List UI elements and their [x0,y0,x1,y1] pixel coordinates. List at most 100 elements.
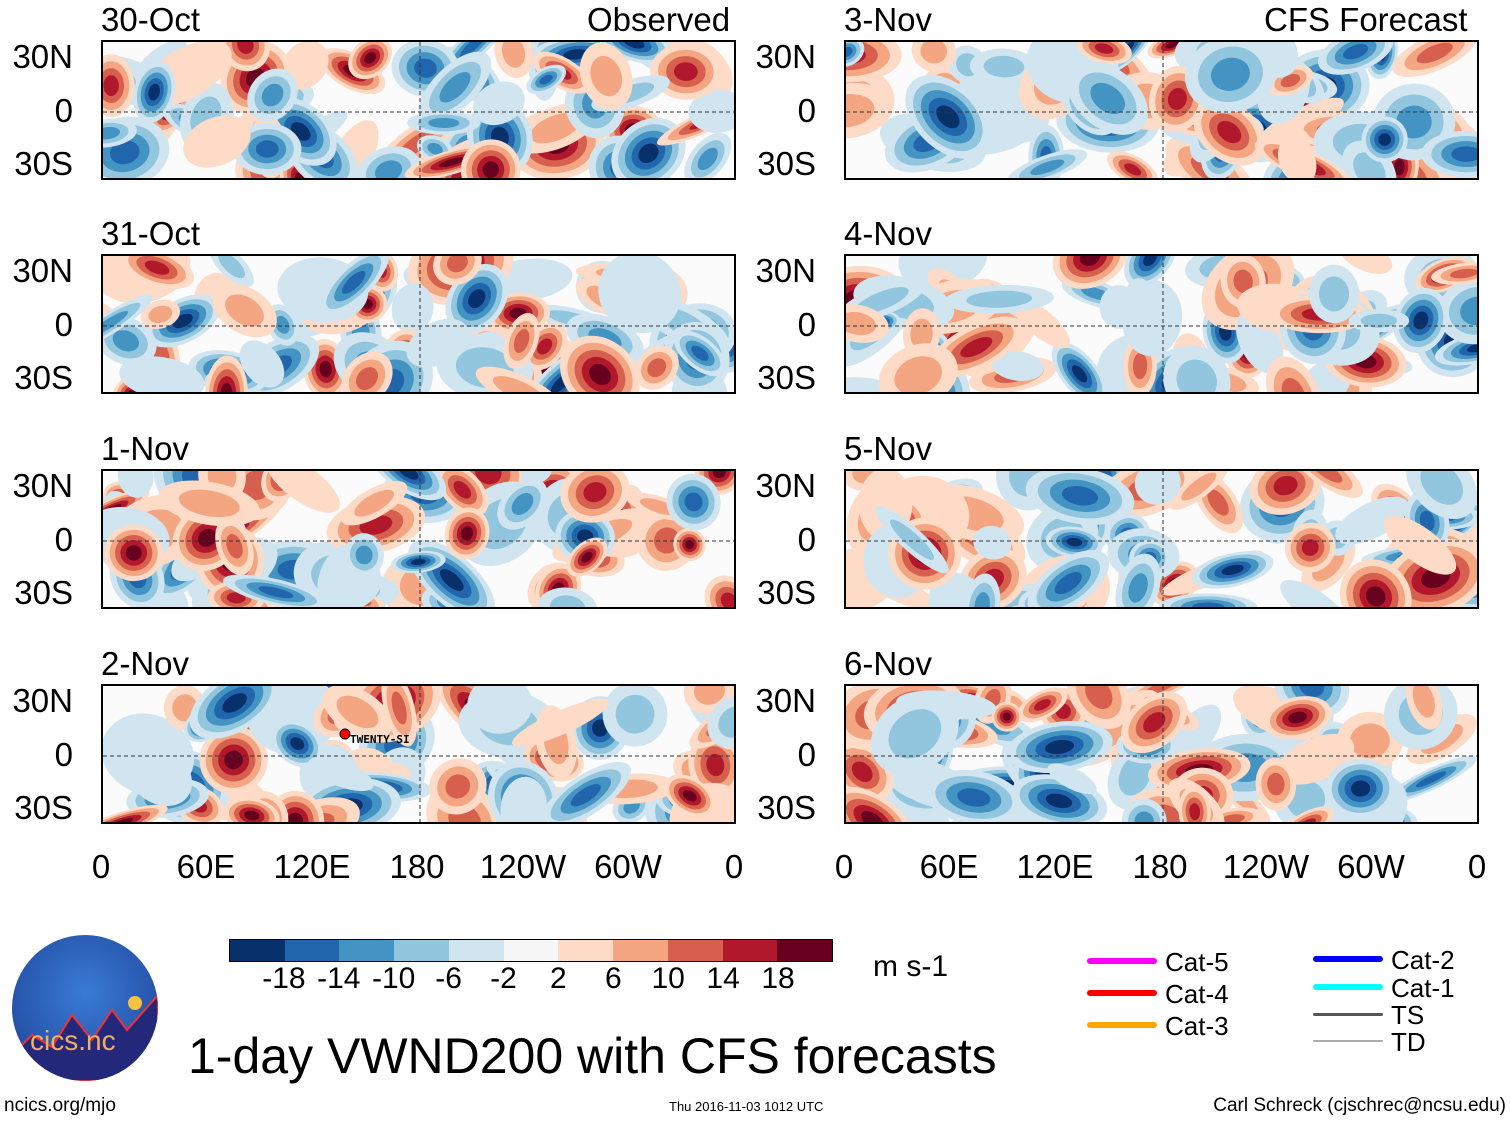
colorbar-units: m s-1 [873,950,948,983]
lon-tick: 0 [91,848,111,885]
wind-anomaly-blob [905,74,991,159]
lat-tick-0: 0 [797,521,816,558]
wind-anomaly-blob [418,51,492,123]
wind-anomaly-blob [183,115,251,168]
wind-anomaly-blob [1265,356,1322,392]
wind-anomaly-blob [444,507,490,560]
wind-anomaly-blob [875,506,949,574]
wind-anomaly-blob [991,351,1044,381]
wind-anomaly-blob [707,695,734,749]
wind-anomaly-blob [494,42,533,78]
wind-anomaly-blob [497,478,548,530]
wind-anomaly-map [101,469,736,609]
wind-anomaly-blob [1178,786,1211,822]
lat-tick-30n: 30N [12,252,73,289]
colorbar-swatch [613,940,668,961]
wind-anomaly-blob [520,471,552,485]
colorbar-label: 14 [706,962,740,995]
wind-anomaly-blob [664,774,716,818]
colorbar-swatch [230,940,285,961]
wind-anomaly-blob [132,61,176,123]
wind-anomaly-blob [308,756,374,792]
panel-date: 6-Nov [844,645,933,682]
logo-text: cics.nc [30,1025,116,1056]
wind-anomaly-blob [239,340,285,388]
lon-tick: 0 [1467,848,1487,885]
wind-anomaly-blob [666,473,721,531]
wind-anomaly-blob [704,575,734,607]
wind-anomaly-blob [1185,42,1276,114]
wind-anomaly-map: TWENTY-SI [101,684,736,824]
wind-anomaly-blob [433,256,482,286]
lat-tick-30n: 30N [755,467,816,504]
wind-anomaly-blob [436,471,489,517]
wind-anomaly-blob [103,54,135,118]
colorbar-label: 6 [604,962,622,995]
wind-anomaly-blob [1434,329,1477,366]
legend-label: Cat-5 [1165,947,1229,977]
lat-tick-0: 0 [797,92,816,129]
wind-anomaly-blob [973,525,1012,560]
lat-tick-30s: 30S [14,574,73,611]
wind-anomaly-blob [1052,256,1128,289]
wind-anomaly-blob [1291,471,1363,498]
colorbar-swatch [284,940,340,961]
wind-anomaly-blob [846,304,889,343]
wind-anomaly-blob [271,720,323,768]
wind-anomaly-blob [126,744,193,807]
wind-anomaly-blob [1325,758,1396,819]
lat-tick-0: 0 [54,306,73,343]
wind-anomaly-blob [119,356,205,392]
wind-anomaly-map [844,254,1479,394]
wind-anomaly-blob [526,64,567,95]
wind-anomaly-blob [1076,42,1132,65]
colorbar-swatch [722,940,778,961]
wind-anomaly-blob [1045,526,1104,558]
lon-tick: 180 [389,848,445,885]
lon-tick: 60W [1337,848,1405,885]
wind-anomaly-blob [1017,687,1068,723]
wind-anomaly-blob [991,701,1023,732]
wind-anomaly-blob [566,537,608,577]
wind-anomaly-blob [1047,763,1097,795]
legend-line-swatch [1313,984,1383,990]
wind-anomaly-blob [503,313,540,369]
colorbar-swatch [448,940,504,961]
wind-anomaly-blob [205,355,248,392]
wind-anomaly-blob [140,299,181,329]
wind-anomaly-blob [1393,287,1449,354]
wind-anomaly-blob [103,118,137,148]
cics-logo: cics.nc [12,935,158,1081]
wind-anomaly-blob [634,345,679,390]
wind-anomaly-blob [1121,798,1167,822]
lon-tick: 0 [724,848,744,885]
wind-anomaly-blob [1405,686,1443,730]
wind-anomaly-blob [391,283,434,333]
lon-tick: 120E [273,848,351,885]
wind-anomaly-map [844,40,1479,180]
wind-anomaly-blob [199,725,268,795]
wind-anomaly-blob [473,81,525,126]
wind-anomaly-blob [1006,720,1113,773]
storm-label: TWENTY-SI [350,733,410,746]
wind-anomaly-blob [538,587,598,607]
lat-tick-30s: 30S [14,789,73,826]
wind-anomaly-map [844,684,1479,824]
wind-anomaly-blob [1308,264,1360,324]
wind-anomaly-blob [1339,559,1412,607]
wind-anomaly-blob [475,366,563,392]
panel-date: 2-Nov [101,645,190,682]
panel-date: 5-Nov [844,430,933,467]
lat-tick-30s: 30S [757,789,816,826]
footer-link[interactable]: ncics.org/mjo [4,1095,116,1116]
lon-tick: 60W [594,848,662,885]
wind-anomaly-blob [348,285,388,324]
legend-line-swatch [1087,990,1157,996]
wind-anomaly-map [101,254,736,394]
wind-anomaly-blob [1335,496,1409,545]
wind-anomaly-blob [1431,262,1477,285]
wind-anomaly-blob [911,42,956,72]
legend-label: Cat-3 [1165,1011,1229,1041]
colorbar-label: -10 [372,962,416,995]
lat-tick-30n: 30N [12,467,73,504]
